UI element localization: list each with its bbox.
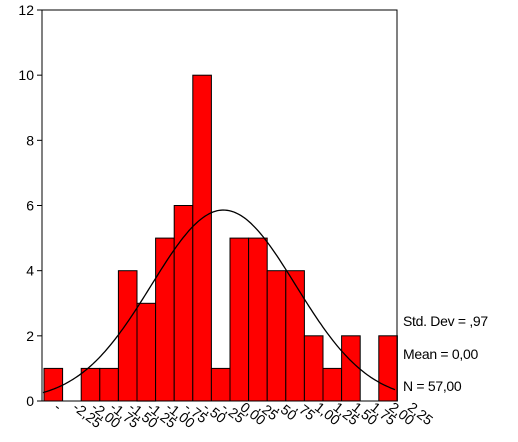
y-tick-label: 6: [26, 198, 34, 214]
histogram-bar: [80, 367, 101, 402]
histogram-bar: [136, 302, 157, 402]
bars-layer: [43, 74, 398, 402]
histogram-bar: [99, 367, 119, 402]
normal-curve: [42, 209, 396, 394]
mean-label: Mean = 0,00: [403, 346, 478, 362]
histogram-bar: [43, 367, 64, 402]
histogram-bar: [117, 270, 138, 402]
histogram-bar: [192, 74, 212, 402]
x-axis: - -2,25-2,00-1,75-1,50-1,25-1,00-,75-,50-…: [51, 399, 436, 431]
y-tick-label: 8: [26, 132, 34, 148]
y-axis: 0 2 4 6 8 10 12: [18, 2, 42, 409]
y-tick-label: 0: [26, 393, 34, 409]
y-tick-label: 2: [26, 328, 34, 344]
histogram-bar: [266, 270, 287, 402]
histogram-bar: [303, 335, 324, 402]
histogram-bar: [210, 367, 231, 402]
histogram-bar: [341, 335, 361, 402]
histogram-bar: [322, 367, 343, 402]
std-dev-label: Std. Dev = ,97: [403, 313, 488, 329]
histogram-bar: [248, 237, 268, 402]
y-tick-label: 4: [26, 263, 34, 279]
histogram-bar: [378, 335, 398, 402]
histogram-bar: [229, 237, 250, 402]
histogram-bar: [285, 270, 305, 402]
n-label: N = 57,00: [403, 378, 462, 394]
histogram-bar: [173, 205, 194, 402]
y-tick-label: 12: [18, 2, 34, 18]
y-tick-label: 10: [18, 67, 34, 83]
